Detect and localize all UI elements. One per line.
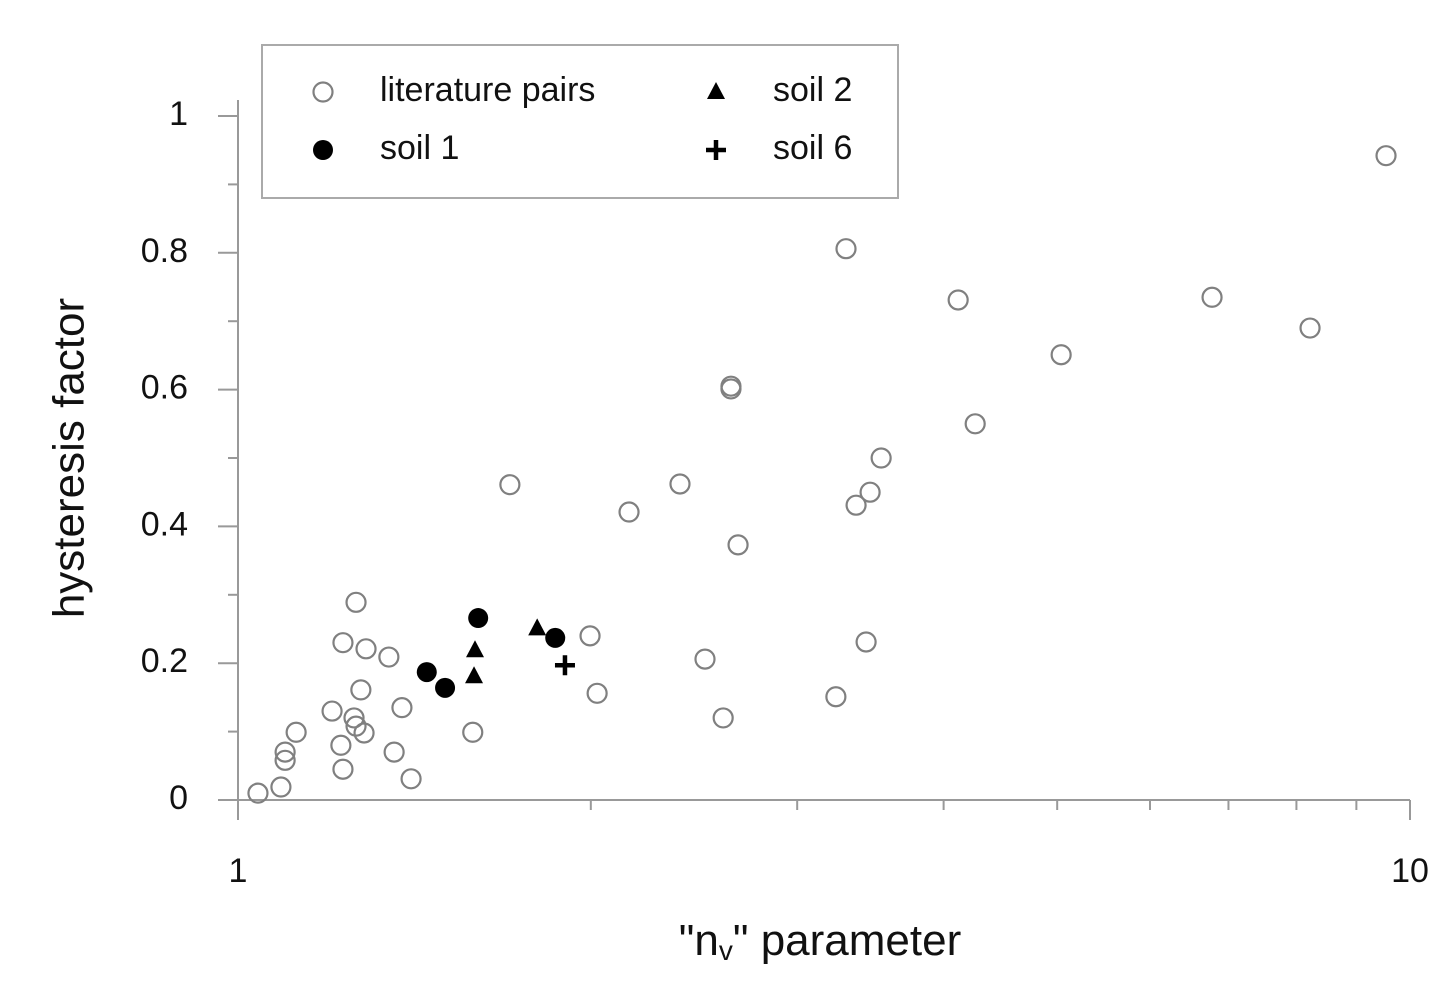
- point: [435, 677, 456, 698]
- point: [383, 741, 405, 763]
- point: [825, 686, 847, 708]
- point: [720, 378, 742, 400]
- point: [345, 591, 367, 613]
- point: [468, 608, 489, 629]
- point: [378, 646, 400, 668]
- point: [855, 631, 877, 653]
- y-tick-label: 0.8: [141, 232, 188, 270]
- legend-marker: [706, 140, 726, 160]
- point: [727, 534, 749, 556]
- legend-marker: [707, 82, 725, 99]
- point: [330, 734, 352, 756]
- point: [835, 238, 857, 260]
- point: [545, 627, 566, 648]
- x-axis-label-sub: v: [719, 935, 733, 966]
- point: [528, 618, 547, 636]
- y-tick-label: 0.6: [141, 369, 188, 407]
- y-tick-label: 0.2: [141, 642, 188, 680]
- point: [465, 666, 484, 684]
- legend-marker: [313, 140, 333, 160]
- point: [391, 697, 413, 719]
- x-axis-label-part: " parameter: [733, 916, 961, 965]
- point: [355, 638, 377, 660]
- point: [274, 741, 296, 763]
- point: [947, 289, 969, 311]
- x-tick-label: 10: [1391, 852, 1429, 890]
- point: [321, 700, 343, 722]
- point: [859, 481, 881, 503]
- legend-label: soil 1: [380, 129, 459, 167]
- point: [1050, 344, 1072, 366]
- point: [353, 722, 375, 744]
- y-tick-label: 0.4: [141, 505, 188, 543]
- point: [1201, 286, 1223, 308]
- point: [499, 474, 521, 496]
- point: [870, 447, 892, 469]
- point: [332, 632, 354, 654]
- point: [332, 758, 354, 780]
- legend-label: soil 2: [773, 71, 852, 109]
- point: [669, 473, 691, 495]
- point: [400, 768, 422, 790]
- point: [465, 640, 484, 658]
- point: [350, 679, 372, 701]
- point: [586, 682, 608, 704]
- point: [247, 782, 269, 804]
- point: [462, 721, 484, 743]
- point: [712, 707, 734, 729]
- point: [1299, 317, 1321, 339]
- point: [579, 625, 601, 647]
- point: [618, 501, 640, 523]
- point: [285, 721, 307, 743]
- legend-marker: [312, 81, 334, 103]
- point: [845, 494, 867, 516]
- point: [274, 749, 296, 771]
- point: [343, 707, 365, 729]
- point: [416, 662, 437, 683]
- legend-box: [261, 44, 899, 199]
- y-tick-label: 1: [169, 95, 188, 133]
- point: [964, 413, 986, 435]
- x-axis-label: "nv" parameter: [679, 916, 961, 967]
- x-tick-label: 1: [229, 852, 248, 890]
- y-tick-label: 0: [169, 779, 188, 817]
- point: [694, 648, 716, 670]
- legend-label: soil 6: [773, 129, 852, 167]
- point: [554, 655, 575, 676]
- y-axis-label: hysteresis factor: [45, 298, 94, 618]
- point: [1375, 145, 1397, 167]
- x-axis-label-part: "n: [679, 916, 719, 965]
- point: [270, 776, 292, 798]
- legend-label: literature pairs: [380, 71, 595, 109]
